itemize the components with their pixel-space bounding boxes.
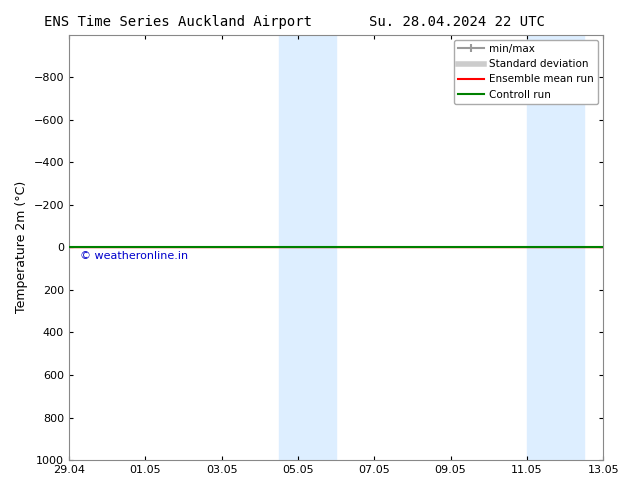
Bar xyxy=(527,35,584,460)
Text: ENS Time Series Auckland Airport: ENS Time Series Auckland Airport xyxy=(44,15,311,29)
Text: © weatheronline.in: © weatheronline.in xyxy=(80,251,188,261)
Text: Su. 28.04.2024 22 UTC: Su. 28.04.2024 22 UTC xyxy=(368,15,545,29)
Y-axis label: Temperature 2m (°C): Temperature 2m (°C) xyxy=(15,181,28,314)
Legend: min/max, Standard deviation, Ensemble mean run, Controll run: min/max, Standard deviation, Ensemble me… xyxy=(454,40,598,104)
Bar xyxy=(279,35,336,460)
